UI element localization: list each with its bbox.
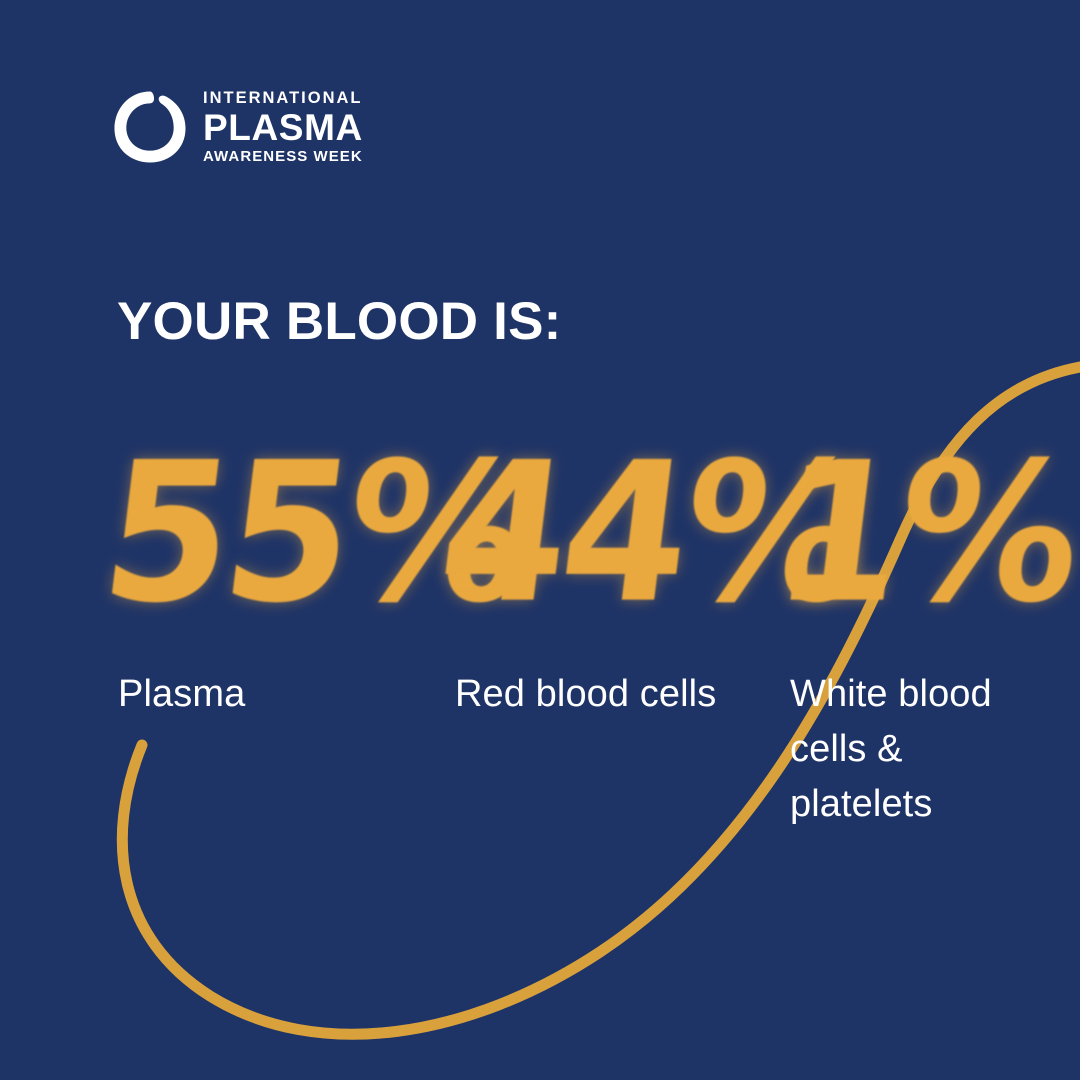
stat-block-white-blood-cells: 1% White blood cells & platelets [764, 420, 1080, 832]
stat-value-plasma: 55% [91, 420, 537, 646]
page-title: YOUR BLOOD IS: [117, 292, 562, 351]
stat-label-plasma: Plasma [118, 673, 246, 715]
logo-line-international: INTERNATIONAL [203, 89, 363, 108]
stat-label-red-blood-cells: Red blood cells [455, 673, 717, 715]
plasma-ring-icon [114, 91, 186, 163]
logo-lockup: INTERNATIONAL PLASMA AWARENESS WEEK [113, 90, 363, 164]
stat-value-red-blood-cells: 44% [428, 420, 874, 646]
logo-line-awareness-week: AWARENESS WEEK [203, 147, 363, 165]
stat-block-plasma: 55% Plasma [92, 420, 537, 722]
stat-block-red-blood-cells: 44% Red blood cells [429, 420, 874, 722]
stat-value-white-blood-cells: 1% [763, 420, 1080, 646]
logo-wordmark: INTERNATIONAL PLASMA AWARENESS WEEK [203, 90, 363, 164]
stat-label-white-blood-cells: White blood cells & platelets [790, 673, 992, 825]
logo-line-plasma: PLASMA [203, 106, 363, 148]
